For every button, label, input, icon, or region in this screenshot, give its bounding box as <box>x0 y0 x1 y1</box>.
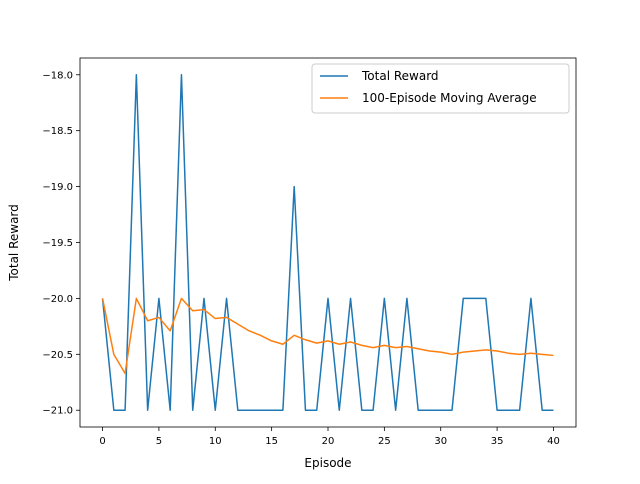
y-tick-label: −20.0 <box>42 294 73 305</box>
y-tick-label: −21.0 <box>42 406 73 417</box>
x-tick-label: 25 <box>378 436 391 447</box>
x-tick-label: 40 <box>547 436 560 447</box>
x-tick-label: 30 <box>434 436 447 447</box>
legend-label-moving-average: 100-Episode Moving Average <box>362 91 537 105</box>
x-tick-label: 20 <box>322 436 335 447</box>
y-tick-label: −19.5 <box>42 238 73 249</box>
x-axis: 0 5 10 15 20 25 30 35 40 <box>99 427 560 447</box>
x-tick-label: 15 <box>265 436 278 447</box>
x-axis-label: Episode <box>304 456 351 470</box>
y-axis: −21.0 −20.5 −20.0 −19.5 −19.0 −18.5 −18.0 <box>42 70 80 417</box>
y-tick-label: −19.0 <box>42 182 73 193</box>
x-tick-label: 5 <box>156 436 162 447</box>
y-tick-label: −18.0 <box>42 70 73 81</box>
y-tick-label: −20.5 <box>42 350 73 361</box>
x-tick-label: 35 <box>491 436 504 447</box>
series-layer <box>101 74 554 411</box>
x-tick-label: 10 <box>209 436 222 447</box>
y-tick-label: −18.5 <box>42 126 73 137</box>
series-line-moving-average <box>101 297 554 375</box>
series-line-total-reward <box>101 74 554 411</box>
legend-box <box>311 63 570 114</box>
legend-label-total-reward: Total Reward <box>361 69 439 83</box>
y-axis-label: Total Reward <box>7 204 21 282</box>
x-tick-label: 0 <box>99 436 105 447</box>
legend: Total Reward 100-Episode Moving Average <box>311 63 570 114</box>
